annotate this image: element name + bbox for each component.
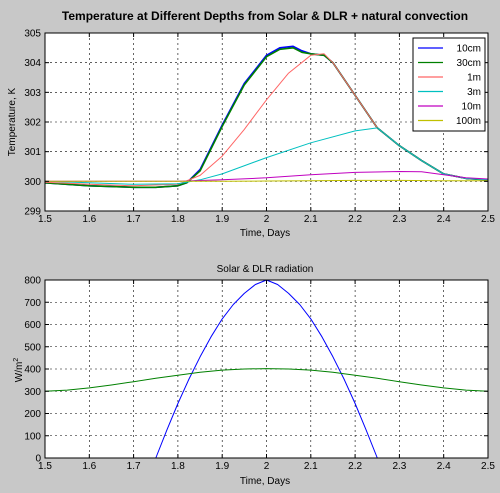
x-tick-label: 2.5 [481, 214, 495, 225]
y-tick-label: 303 [24, 88, 41, 99]
x-tick-label: 2.2 [348, 214, 362, 225]
x-tick-label: 1.9 [215, 214, 229, 225]
y-tick-label: 700 [24, 298, 41, 309]
x-tick-label: 2.4 [437, 214, 451, 225]
x-tick-label: 1.8 [171, 461, 185, 472]
x-tick-label: 1.5 [38, 461, 52, 472]
x-tick-label: 2 [264, 461, 270, 472]
y-tick-label: 302 [24, 118, 41, 129]
x-tick-label: 2.4 [437, 461, 451, 472]
legend-label-3m: 3m [467, 87, 481, 98]
top-y-axis-label: Temperature, K [7, 87, 18, 156]
bottom-y-axis-label: W/m2 [13, 358, 25, 383]
y-tick-label: 800 [24, 276, 41, 287]
y-tick-label: 304 [24, 58, 41, 69]
y-tick-label: 0 [35, 454, 41, 465]
x-tick-label: 2.3 [392, 214, 406, 225]
bottom-y-axis-label-main: W/m [14, 362, 25, 383]
temperature-ticks: 1.5 1.6 1.7 1.8 1.9 2 2.1 2.2 2.3 2.4 2.5 299 300 301… [24, 29, 495, 226]
x-tick-label: 2.3 [392, 461, 406, 472]
x-tick-label: 1.7 [127, 461, 141, 472]
x-tick-label: 2.1 [304, 461, 318, 472]
legend-label-100m: 100m [456, 116, 481, 127]
temperature-series [44, 45, 489, 189]
radiation-plot: 1.5 1.6 1.7 1.8 1.9 2 2.1 2.2 2.3 2.4 2.5 0 100 200 30… [24, 276, 495, 473]
y-tick-label: 301 [24, 147, 41, 158]
x-tick-label: 1.5 [38, 214, 52, 225]
y-tick-label: 300 [24, 177, 41, 188]
y-tick-label: 305 [24, 29, 41, 40]
legend-label-30cm: 30cm [457, 58, 481, 69]
bottom-x-axis-label: Time, Days [240, 476, 290, 487]
series-line-100m [45, 179, 488, 182]
x-tick-label: 1.6 [82, 461, 96, 472]
series-line-1 [44, 368, 489, 392]
x-tick-label: 2.2 [348, 461, 362, 472]
y-tick-label: 600 [24, 320, 41, 331]
x-tick-label: 1.8 [171, 214, 185, 225]
y-tick-label: 100 [24, 431, 41, 442]
bottom-y-axis-label-superscript: 2 [13, 358, 20, 362]
x-tick-label: 1.6 [82, 214, 96, 225]
y-tick-label: 300 [24, 387, 41, 398]
series-line-3m [44, 127, 489, 185]
x-tick-label: 2 [264, 214, 270, 225]
legend-label-10m: 10m [462, 102, 481, 113]
x-tick-label: 1.7 [127, 214, 141, 225]
radiation-ticks: 1.5 1.6 1.7 1.8 1.9 2 2.1 2.2 2.3 2.4 2.5 0 100 200 30… [24, 276, 495, 473]
y-tick-label: 299 [24, 207, 41, 218]
legend-label-10cm: 10cm [457, 44, 481, 55]
y-tick-label: 500 [24, 342, 41, 353]
bottom-chart-title: Solar & DLR radiation [217, 264, 314, 275]
legend-box [412, 37, 486, 132]
legend-label-1m: 1m [467, 73, 481, 84]
y-tick-label: 400 [24, 365, 41, 376]
x-tick-label: 2.5 [481, 461, 495, 472]
x-tick-label: 2.1 [304, 214, 318, 225]
top-x-axis-label: Time, Days [240, 228, 290, 239]
y-tick-label: 200 [24, 409, 41, 420]
x-tick-label: 1.9 [215, 461, 229, 472]
top-chart-title: Temperature at Different Depths from Sol… [62, 9, 468, 23]
legend: 10cm 30cm 1m 3m 10m 100m [412, 37, 486, 132]
temperature-plot: 1.5 1.6 1.7 1.8 1.9 2 2.1 2.2 2.3 2.4 2.5 299 300 301… [24, 29, 495, 226]
